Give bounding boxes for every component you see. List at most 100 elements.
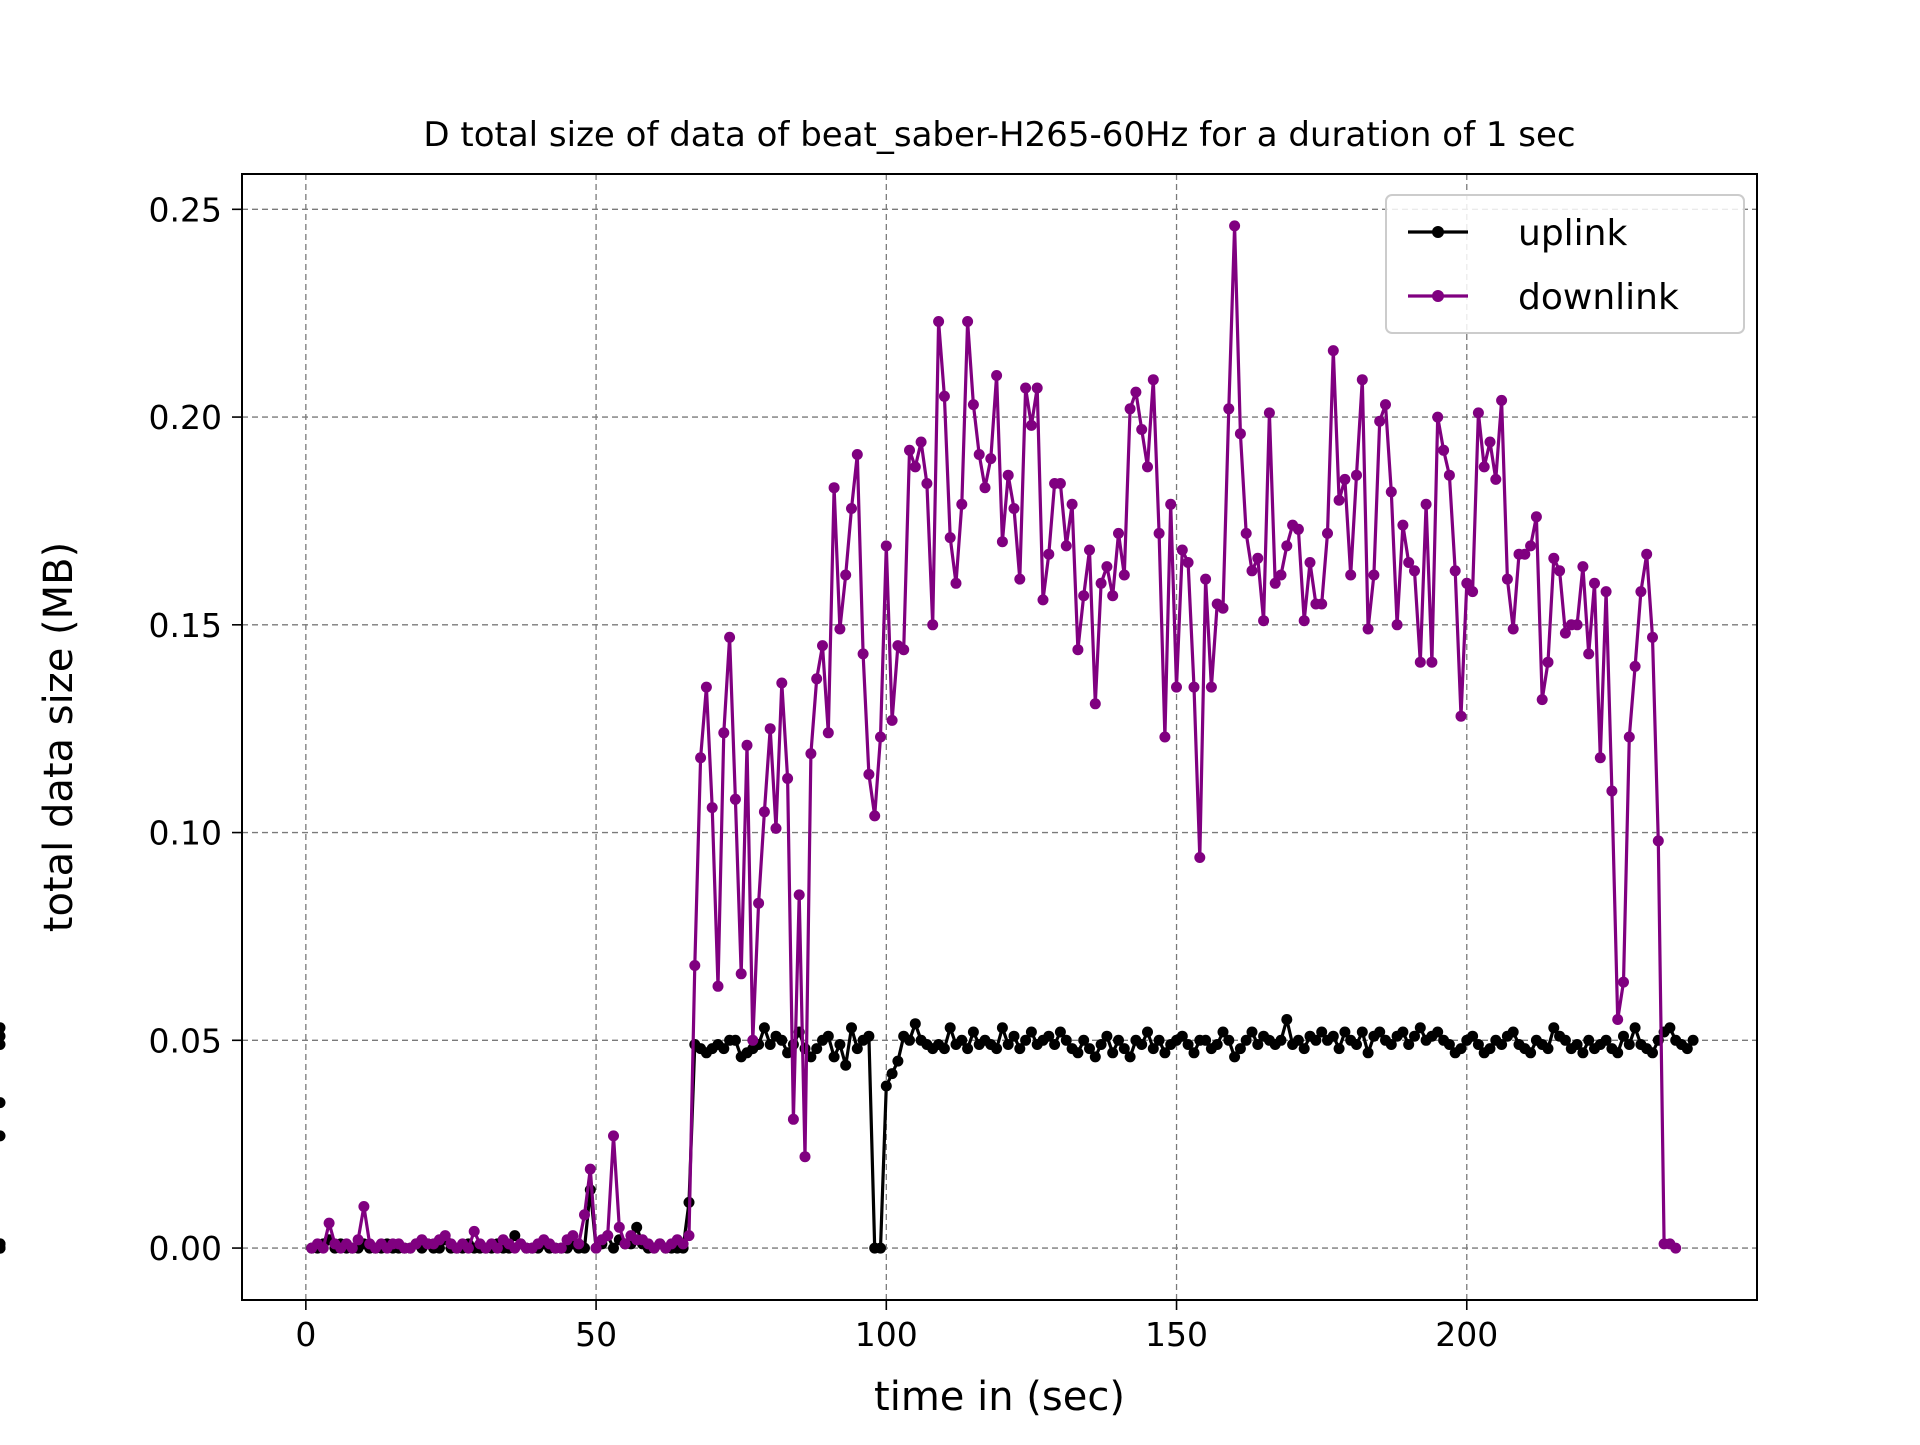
downlink-point bbox=[619, 1238, 631, 1250]
downlink-point bbox=[1351, 469, 1362, 481]
downlink-point bbox=[1670, 1242, 1682, 1254]
downlink-point bbox=[1217, 602, 1229, 614]
uplink-point bbox=[1107, 1047, 1119, 1059]
uplink-point bbox=[0, 1097, 6, 1109]
series-downlink bbox=[306, 220, 1682, 1254]
downlink-point bbox=[491, 1242, 503, 1254]
uplink-point bbox=[1618, 1030, 1629, 1042]
uplink-point bbox=[1234, 1043, 1246, 1055]
uplink-point bbox=[1374, 1026, 1386, 1038]
uplink-point bbox=[1327, 1030, 1339, 1042]
uplink-point bbox=[0, 1039, 6, 1050]
uplink-point bbox=[1072, 1047, 1084, 1059]
downlink-point bbox=[1240, 527, 1252, 539]
downlink-point bbox=[1612, 1014, 1624, 1025]
downlink-point bbox=[1501, 573, 1513, 585]
downlink-point bbox=[1397, 519, 1409, 531]
downlink-point bbox=[898, 644, 910, 656]
uplink-point bbox=[822, 1030, 834, 1042]
uplink-point bbox=[1101, 1030, 1113, 1042]
uplink-point bbox=[1147, 1043, 1159, 1055]
downlink-point bbox=[1455, 710, 1467, 722]
downlink-point bbox=[1205, 681, 1217, 693]
uplink-point bbox=[1188, 1047, 1200, 1059]
uplink-point bbox=[805, 1051, 817, 1063]
uplink-point bbox=[1002, 1039, 1014, 1050]
x-tick-label: 50 bbox=[575, 1315, 617, 1354]
downlink-point bbox=[1269, 577, 1281, 589]
uplink-point bbox=[782, 1047, 794, 1059]
downlink-point bbox=[1467, 586, 1479, 598]
uplink-point bbox=[764, 1039, 776, 1050]
downlink-point bbox=[1031, 382, 1043, 394]
downlink-point bbox=[787, 1113, 799, 1125]
downlink-point bbox=[729, 793, 741, 805]
downlink-point bbox=[1089, 698, 1101, 710]
uplink-point bbox=[1385, 1039, 1397, 1050]
downlink-point bbox=[863, 768, 875, 780]
downlink-point bbox=[1472, 407, 1484, 419]
downlink-point bbox=[1507, 623, 1519, 635]
downlink-point bbox=[352, 1234, 364, 1246]
downlink-point bbox=[1606, 785, 1618, 797]
uplink-point bbox=[1200, 1034, 1212, 1046]
uplink-point bbox=[828, 1051, 840, 1063]
uplink-point bbox=[1084, 1043, 1095, 1055]
downlink-point bbox=[1322, 527, 1333, 539]
downlink-point bbox=[1159, 731, 1171, 743]
uplink-point bbox=[834, 1039, 846, 1050]
uplink-point bbox=[1548, 1022, 1560, 1034]
downlink-point bbox=[950, 577, 962, 589]
uplink-point bbox=[1333, 1043, 1345, 1055]
uplink-point bbox=[1124, 1051, 1136, 1063]
uplink-point bbox=[1397, 1026, 1409, 1038]
downlink-point bbox=[1234, 428, 1246, 440]
y-axis-label: total data size (MB) bbox=[36, 542, 82, 932]
downlink-point bbox=[584, 1163, 596, 1175]
uplink-point bbox=[1281, 1014, 1293, 1025]
uplink-point bbox=[991, 1043, 1003, 1055]
downlink-point bbox=[1652, 835, 1664, 847]
uplink-point bbox=[1472, 1039, 1484, 1050]
uplink-point bbox=[1356, 1026, 1368, 1038]
axis-ticks: 0 50 100 150 200 0.00 0.05 0.10 0.15 0.20 0.25 bbox=[149, 190, 1499, 1354]
uplink-point bbox=[1142, 1026, 1153, 1038]
downlink-point bbox=[1594, 752, 1606, 764]
downlink-point bbox=[1368, 569, 1380, 581]
uplink-point bbox=[0, 1130, 6, 1142]
x-tick-label: 100 bbox=[855, 1315, 918, 1354]
downlink-point bbox=[1008, 503, 1020, 514]
downlink-point bbox=[1635, 586, 1647, 598]
uplink-point bbox=[608, 1242, 619, 1254]
downlink-point bbox=[1188, 681, 1200, 693]
downlink-point bbox=[1037, 594, 1049, 606]
uplink-point bbox=[840, 1059, 852, 1071]
uplink-point bbox=[1351, 1039, 1362, 1050]
uplink-point bbox=[1217, 1026, 1229, 1038]
downlink-point bbox=[921, 478, 933, 489]
downlink-point bbox=[1258, 615, 1270, 627]
x-tick-label: 0 bbox=[295, 1315, 316, 1354]
uplink-point bbox=[880, 1080, 892, 1092]
uplink-point bbox=[811, 1043, 823, 1055]
downlink-point bbox=[979, 482, 991, 494]
downlink-point bbox=[1072, 644, 1084, 656]
uplink-point bbox=[776, 1034, 788, 1046]
downlink-point bbox=[1623, 731, 1635, 743]
y-tick-label: 0.20 bbox=[149, 398, 222, 437]
downlink-point bbox=[770, 822, 782, 834]
downlink-point bbox=[1246, 565, 1258, 577]
downlink-point bbox=[1333, 494, 1345, 506]
downlink-point bbox=[1194, 852, 1206, 863]
downlink-point bbox=[764, 723, 776, 735]
downlink-point bbox=[579, 1209, 590, 1221]
downlink-point bbox=[1200, 573, 1212, 585]
downlink-point bbox=[462, 1242, 474, 1254]
downlink-point bbox=[996, 536, 1008, 548]
downlink-point bbox=[1113, 527, 1124, 539]
x-tick-label: 200 bbox=[1435, 1315, 1498, 1354]
downlink-point bbox=[840, 569, 852, 581]
uplink-point bbox=[1089, 1051, 1101, 1063]
uplink-point bbox=[1159, 1047, 1171, 1059]
downlink-point bbox=[706, 802, 718, 814]
